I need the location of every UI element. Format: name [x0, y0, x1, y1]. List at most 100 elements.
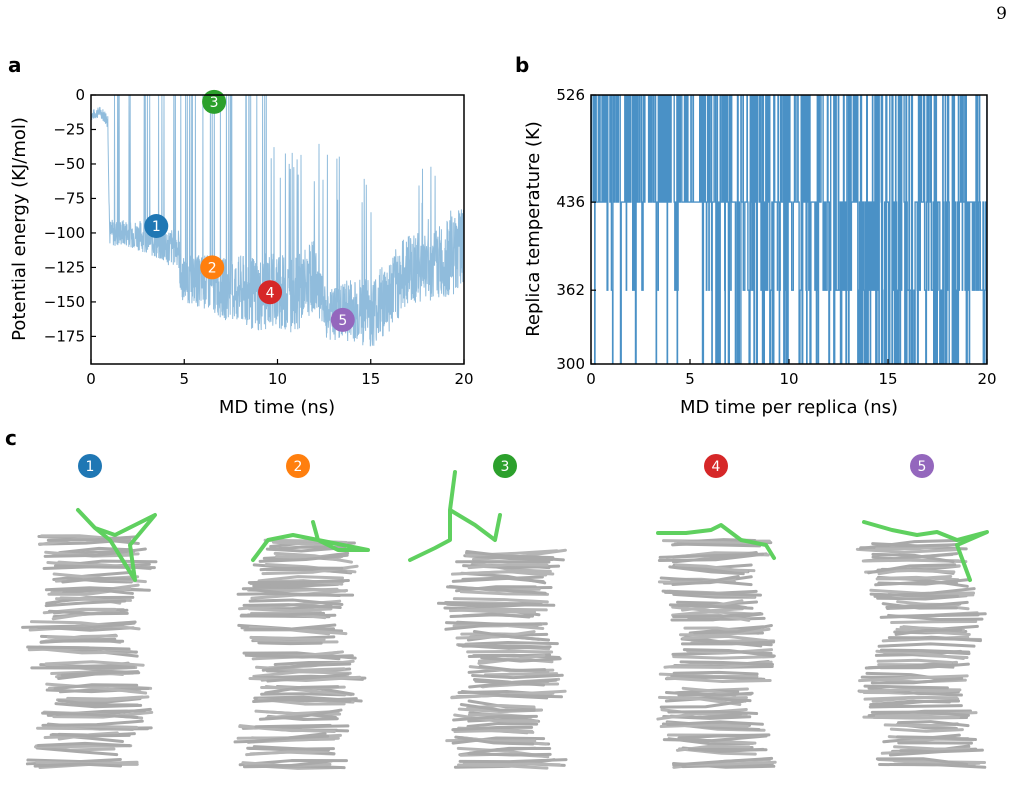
- state-marker-label: 5: [338, 313, 347, 329]
- dna-base-stick: [246, 759, 333, 768]
- dna-base-stick: [658, 552, 765, 559]
- temperature-trace: [591, 95, 987, 364]
- dna-base-stick: [887, 636, 982, 643]
- dna-base-stick: [468, 678, 558, 689]
- dna-base-stick: [244, 623, 337, 631]
- dna-base-stick: [897, 720, 970, 728]
- dna-base-stick: [668, 565, 745, 576]
- temperature-series-line: [591, 95, 987, 364]
- energy-chart: 1 2 3 4 5 0 5 10 15 20 0 −25 −50 −75 −100 −125 −150 −17…: [9, 86, 474, 418]
- structure-marker-label: 5: [918, 459, 927, 475]
- dna-base-stick: [870, 677, 964, 685]
- structure-marker-circle: [704, 454, 728, 478]
- dna-base-stick: [672, 670, 759, 676]
- dna-base-stick: [672, 592, 757, 599]
- dna-base-stick: [676, 540, 763, 546]
- dna-base-stick: [252, 745, 331, 752]
- dna-base-stick: [266, 672, 350, 683]
- state-marker-2: 2: [200, 255, 225, 280]
- dna-base-stick: [244, 653, 354, 659]
- panel-label-a: a: [8, 53, 22, 77]
- structure-4: 4: [656, 454, 777, 769]
- structure-marker-circle: [78, 454, 102, 478]
- energy-x-label: MD time (ns): [219, 397, 335, 418]
- dna-base-stick: [35, 746, 119, 757]
- ligand: [408, 470, 502, 562]
- structure-snapshots: 1 2 3 4 5: [21, 454, 989, 770]
- ligand-sticks: [862, 520, 989, 582]
- dna-base-stick: [257, 641, 323, 646]
- dna-base-stick: [659, 723, 749, 729]
- temperature-y-ticks: 300 362 436 526: [556, 86, 596, 373]
- y-tick-label: 362: [556, 281, 585, 299]
- dna-base-stick: [664, 691, 754, 697]
- ligand: [656, 523, 776, 560]
- dna-base-stick: [252, 582, 340, 588]
- ligand-sticks: [656, 523, 776, 560]
- dna-duplex: [855, 538, 987, 769]
- dna-base-stick: [677, 733, 771, 740]
- dna-base-stick: [57, 699, 140, 707]
- structure-3: 3: [408, 454, 568, 770]
- dna-base-stick: [247, 578, 350, 585]
- dna-base-stick: [693, 623, 773, 635]
- dna-base-stick: [56, 695, 150, 702]
- dna-base-stick: [45, 682, 148, 695]
- y-tick-label: −25: [53, 120, 85, 138]
- dna-base-stick: [464, 641, 559, 646]
- state-marker-circle: [202, 89, 227, 114]
- dna-duplex: [21, 534, 158, 770]
- ligand: [251, 520, 370, 562]
- dna-base-stick: [444, 622, 543, 631]
- dna-base-stick: [855, 547, 959, 554]
- dna-base-stick: [257, 575, 344, 583]
- state-marker-label: 4: [266, 285, 275, 301]
- dna-base-stick: [53, 683, 139, 691]
- dna-base-stick: [895, 735, 977, 742]
- ligand: [862, 520, 989, 582]
- state-marker-3: 3: [202, 89, 227, 114]
- state-marker-label: 1: [152, 219, 161, 235]
- dna-base-stick: [248, 675, 362, 682]
- dna-base-stick: [29, 620, 141, 631]
- dna-base-stick: [665, 676, 772, 684]
- dna-base-stick: [868, 704, 963, 709]
- y-tick-label: −150: [44, 293, 85, 311]
- dna-base-stick: [465, 549, 555, 560]
- y-tick-label: −100: [44, 224, 85, 242]
- dna-base-stick: [890, 619, 978, 625]
- dna-base-stick: [472, 629, 551, 642]
- dna-base-stick: [461, 576, 545, 584]
- dna-base-stick: [453, 713, 539, 723]
- dna-base-stick: [682, 648, 776, 658]
- dna-base-stick: [53, 564, 156, 570]
- dna-base-stick: [249, 635, 326, 641]
- structure-marker-label: 4: [712, 459, 721, 475]
- dna-base-stick: [38, 538, 132, 546]
- temperature-x-ticks: 0 5 10 15 20: [586, 359, 997, 388]
- y-tick-label: −75: [53, 189, 85, 207]
- dna-base-stick: [668, 603, 754, 610]
- dna-base-stick: [681, 634, 769, 643]
- dna-base-stick: [667, 710, 759, 716]
- dna-base-stick: [483, 672, 559, 677]
- dna-base-stick: [252, 697, 352, 704]
- dna-base-stick: [672, 611, 762, 619]
- x-tick-label: 15: [878, 370, 897, 388]
- energy-x-ticks: 0 5 10 15 20: [86, 359, 474, 388]
- dna-base-stick: [878, 763, 987, 769]
- dna-base-stick: [673, 542, 762, 548]
- state-marker-4: 4: [258, 280, 283, 305]
- dna-base-stick: [61, 576, 135, 584]
- dna-base-stick: [259, 566, 344, 572]
- dna-base-stick: [41, 711, 139, 719]
- dna-base-stick: [879, 662, 970, 670]
- dna-base-stick: [446, 585, 547, 595]
- dna-base-stick: [680, 640, 776, 646]
- dna-base-stick: [461, 612, 531, 619]
- dna-base-stick: [451, 725, 534, 732]
- dna-base-stick: [436, 601, 556, 607]
- dna-base-stick: [678, 627, 771, 637]
- dna-base-stick: [458, 758, 568, 764]
- dna-base-stick: [480, 656, 562, 663]
